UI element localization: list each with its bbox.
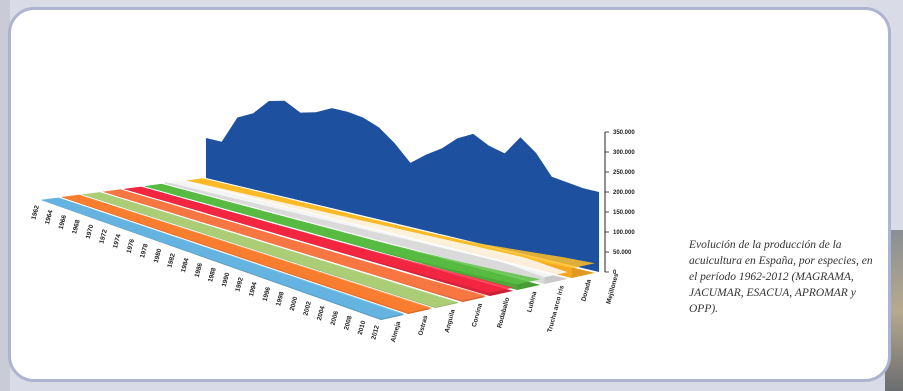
- series-mejillones: [206, 100, 599, 272]
- x-tick-label: 1968: [71, 219, 82, 235]
- series-area: [102, 191, 463, 302]
- y-tick-label: 0: [613, 270, 617, 276]
- x-tick-label: 1970: [85, 224, 96, 240]
- x-tick-label: 1976: [126, 238, 137, 254]
- figure-caption: Evolución de la producción de la acuicul…: [689, 239, 873, 315]
- x-tick-label: 1996: [262, 286, 273, 302]
- series-anguila: [82, 192, 459, 308]
- x-tick-label: 1986: [194, 262, 205, 278]
- series-cap: [61, 194, 432, 313]
- x-tick-label: 1982: [166, 252, 177, 268]
- x-tick-label: 1978: [139, 243, 150, 259]
- x-tick-label: 1964: [44, 209, 55, 225]
- series-label: Dorada: [580, 278, 593, 302]
- series-cap: [82, 192, 459, 308]
- x-tick-label: 1974: [112, 233, 123, 249]
- x-tick-label: 2008: [343, 315, 354, 331]
- series-label: Trucha arco iris: [546, 284, 565, 333]
- series-cap: [185, 178, 595, 269]
- series-ostras: [61, 194, 432, 314]
- y-tick-label: 250.000: [613, 170, 635, 176]
- x-tick-label: 2010: [357, 320, 368, 336]
- series-cap: [164, 179, 568, 278]
- series-rodaballo: [123, 186, 514, 296]
- x-tick-label: 1962: [30, 204, 41, 220]
- y-tick-label: 50.000: [613, 250, 632, 256]
- series-label: Lubina: [526, 290, 538, 313]
- series-label: Almeja: [390, 320, 402, 343]
- series-area: [206, 100, 599, 272]
- series-label: Anguila: [444, 308, 457, 333]
- series-label: Ostras: [417, 314, 429, 336]
- series-area: [41, 199, 381, 320]
- series-label: Corvina: [471, 302, 484, 328]
- y-tick-label: 150.000: [613, 210, 635, 216]
- series-label: Mejillones: [605, 272, 620, 305]
- series-cap: [102, 189, 486, 301]
- x-tick-label: 1980: [153, 248, 164, 264]
- x-tick-label: 1984: [180, 257, 191, 273]
- y-tick-label: 350.000: [613, 130, 635, 136]
- x-tick-label: 1988: [207, 267, 218, 283]
- series-area: [82, 194, 436, 308]
- series-corvina: [102, 189, 486, 302]
- x-tick-label: 1972: [98, 228, 109, 244]
- y-tick-label: 200.000: [613, 190, 635, 196]
- area-chart-3d: 350.000 300.000 250.000 200.000 150.000 100.0…: [30, 100, 635, 343]
- x-tick-label: 2000: [289, 296, 300, 312]
- y-tick-label: 300.000: [613, 150, 635, 156]
- series-area: [61, 196, 409, 314]
- x-tick-label: 1998: [275, 291, 286, 307]
- x-tick-label: 1992: [234, 276, 245, 292]
- x-tick-label: 2012: [370, 324, 381, 340]
- x-tick-label: 1966: [58, 214, 69, 230]
- series-cap: [144, 183, 541, 285]
- series-area: [164, 181, 545, 284]
- x-tick-label: 1994: [248, 281, 259, 297]
- x-tick-label: 2006: [330, 310, 341, 326]
- background-left-strip: [0, 0, 10, 391]
- series-label: Rodaballo: [496, 297, 511, 329]
- x-tick-label: 2002: [302, 300, 313, 316]
- series-cap: [123, 186, 514, 293]
- x-tick-label: 1990: [221, 272, 232, 288]
- series-trucha-arco-iris: [164, 179, 568, 284]
- figure-card: 350.000 300.000 250.000 200.000 150.000 100.0…: [8, 7, 891, 382]
- y-tick-label: 100.000: [613, 230, 635, 236]
- series-almeja: [41, 197, 405, 320]
- x-tick-label: 2004: [316, 305, 327, 321]
- series-cap: [41, 197, 405, 319]
